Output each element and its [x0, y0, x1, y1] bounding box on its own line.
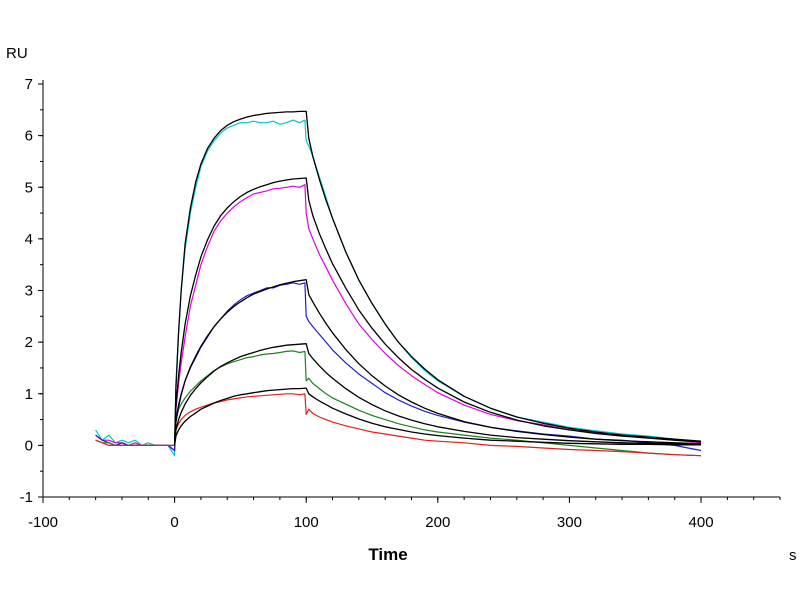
series-line-10: [173, 387, 701, 446]
x-tick-label: 200: [425, 514, 450, 531]
series-line-5: [95, 393, 702, 457]
y-tick-label: 0: [25, 437, 33, 454]
y-tick-label: 7: [25, 76, 33, 93]
x-tick-label: -100: [28, 514, 58, 531]
y-tick-label: 2: [25, 334, 33, 351]
series-line-9: [173, 343, 702, 446]
x-tick-label: 400: [689, 514, 714, 531]
y-tick-label: 1: [25, 386, 33, 403]
x-tick-label: 100: [294, 514, 319, 531]
series-line-3: [95, 282, 702, 452]
y-tick-label: 3: [25, 283, 33, 300]
x-tick-label: 0: [170, 514, 178, 531]
y-tick-label: 5: [25, 179, 33, 196]
y-tick-label: 6: [25, 128, 33, 145]
series-line-6: [173, 110, 702, 446]
y-tick-label: 4: [25, 231, 33, 248]
x-tick-label: 300: [557, 514, 582, 531]
x-unit-label: s: [789, 547, 797, 564]
y-unit-label: RU: [6, 45, 28, 62]
y-tick-label: -1: [20, 489, 33, 506]
series-line-1: [95, 119, 702, 457]
x-axis-title: Time: [368, 545, 407, 564]
series-line-8: [173, 279, 702, 446]
plot-area: -1 0 1 2 3 4 5 6 7 -100 0 100 200 300 400: [20, 76, 781, 531]
series-line-7: [173, 177, 702, 446]
